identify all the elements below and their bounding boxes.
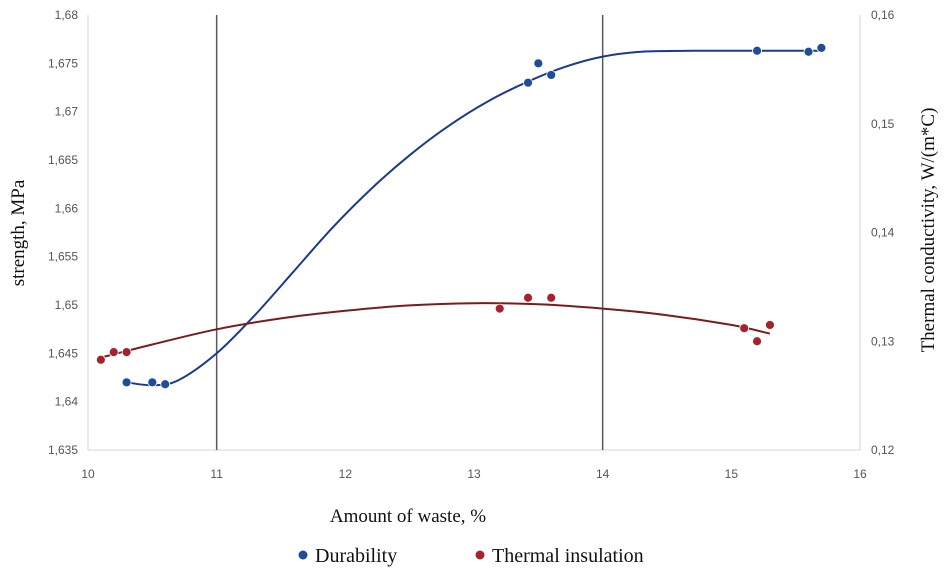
legend: Durability Thermal insulation — [298, 545, 644, 567]
durability-point — [533, 58, 544, 69]
durability-point — [752, 45, 762, 56]
durability-point — [121, 377, 132, 388]
legend-durability-label: Durability — [315, 545, 397, 567]
right-tick-label: 0,15 — [871, 117, 895, 131]
thermal-insulation-point — [546, 292, 557, 303]
thermal-insulation-point — [739, 323, 750, 334]
x-tick-label: 10 — [81, 467, 95, 481]
left-tick-label: 1,65 — [55, 298, 79, 312]
right-tick-label: 0,13 — [871, 334, 895, 348]
thermal-insulation-point — [121, 347, 132, 358]
x-tick-label: 15 — [725, 467, 739, 481]
x-tick-label: 16 — [853, 467, 867, 481]
right-axis-title: Thermal conductivity, W/(m*C) — [918, 108, 939, 353]
legend-thermal-marker — [475, 550, 485, 560]
right-tick-label: 0,16 — [871, 8, 895, 22]
durability-point — [160, 379, 171, 390]
right-tick-labels: 0,12 0,13 0,14 0,15 0,16 — [871, 8, 895, 457]
durability-point — [147, 377, 158, 388]
durability-trend-line — [126, 49, 822, 387]
left-tick-label: 1,64 — [55, 395, 79, 409]
thermal-insulation-trend-line — [100, 302, 771, 359]
durability-point — [546, 70, 557, 80]
thermal-insulation-point — [108, 347, 119, 358]
legend-thermal-label: Thermal insulation — [492, 545, 644, 567]
thermal-insulation-point — [95, 354, 106, 365]
right-tick-label: 0,12 — [871, 443, 895, 457]
left-tick-label: 1,67 — [55, 105, 79, 119]
durability-point — [803, 46, 814, 57]
x-tick-labels: 10 11 12 13 14 15 16 — [81, 467, 867, 481]
thermal-insulation-point — [523, 292, 533, 303]
durability-point — [816, 42, 827, 53]
x-tick-label: 12 — [339, 467, 353, 481]
left-tick-label: 1,675 — [48, 56, 78, 70]
trend-lines — [100, 49, 822, 387]
thermal-insulation-point — [765, 320, 775, 330]
left-tick-labels: 1,635 1,64 1,645 1,65 1,655 1,66 1,665 1,67 1,67… — [48, 8, 78, 457]
left-axis-title: strength, MPa — [8, 179, 29, 286]
thermal-insulation-point — [752, 336, 762, 347]
left-tick-label: 1,68 — [55, 8, 79, 22]
x-tick-label: 13 — [467, 467, 481, 481]
thermal-insulation-point — [494, 303, 505, 314]
left-tick-label: 1,665 — [48, 153, 78, 167]
left-tick-label: 1,655 — [48, 250, 78, 264]
legend-durability-marker — [298, 550, 308, 560]
durability-point — [523, 77, 533, 88]
data-points — [95, 42, 827, 390]
right-tick-label: 0,14 — [871, 226, 895, 240]
x-tick-label: 14 — [596, 467, 610, 481]
x-axis-title: Amount of waste, % — [330, 506, 486, 527]
x-tick-label: 11 — [210, 467, 223, 481]
vertical-gridlines — [215, 15, 604, 450]
left-tick-label: 1,635 — [48, 443, 78, 457]
left-tick-label: 1,645 — [48, 346, 78, 360]
left-tick-label: 1,66 — [55, 201, 79, 215]
